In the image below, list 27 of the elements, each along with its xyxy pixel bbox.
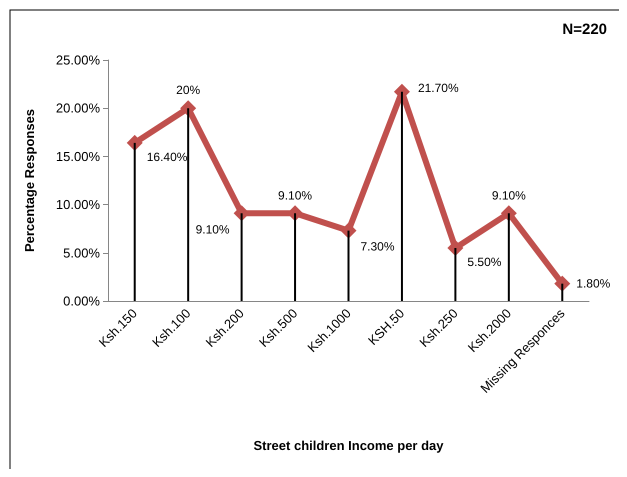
bar — [294, 213, 296, 301]
data-label: 20% — [176, 83, 200, 98]
y-tick-label: 15.00% — [56, 148, 100, 164]
y-tick-label: 20.00% — [56, 100, 100, 116]
data-label: 1.80% — [576, 276, 611, 291]
data-label: 7.30% — [360, 240, 395, 254]
data-label: 9.10% — [492, 188, 526, 202]
data-label: 5.50% — [467, 254, 502, 269]
data-label: 9.10% — [196, 222, 230, 236]
y-axis-title: Percentage Responses — [22, 108, 37, 252]
bar — [454, 248, 456, 301]
bar — [561, 284, 564, 301]
data-label: 21.70% — [418, 80, 459, 95]
y-tick-label: 5.00% — [63, 245, 100, 260]
text: N=220 — [562, 21, 608, 38]
data-label: 9.10% — [278, 188, 312, 202]
bar — [240, 213, 243, 301]
bar — [400, 92, 403, 301]
y-tick-label: 0.00% — [63, 294, 100, 308]
bar — [187, 108, 190, 301]
y-tick-label: 25.00% — [56, 52, 100, 68]
bar — [508, 213, 510, 301]
data-label: 16.40% — [146, 150, 188, 164]
x-axis-title: Street children Income per day — [253, 438, 444, 453]
bar — [134, 142, 136, 301]
bar — [348, 230, 350, 301]
y-tick-label: 10.00% — [56, 197, 100, 212]
